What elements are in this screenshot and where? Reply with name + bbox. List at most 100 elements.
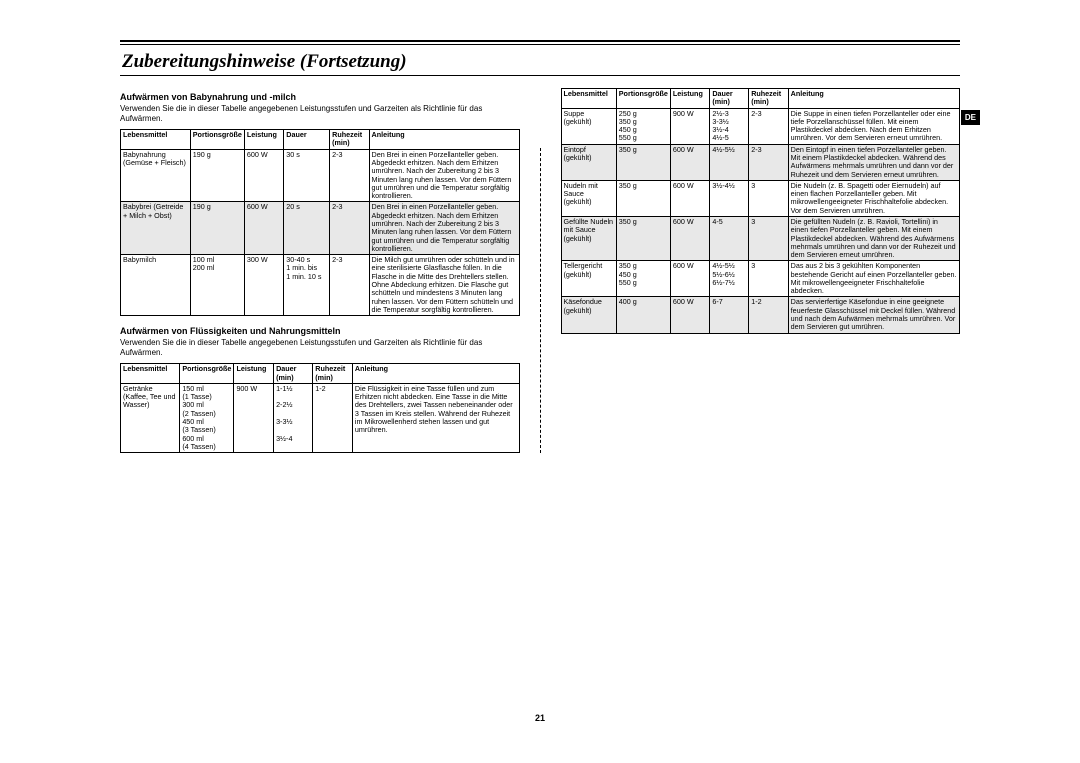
table-cell: 350 g	[616, 216, 670, 260]
left-column: Aufwärmen von Babynahrung und -milch Ver…	[120, 88, 520, 453]
table-row: Suppe (gekühlt)250 g350 g450 g550 g900 W…	[561, 108, 960, 144]
table-header: Portionsgröße	[616, 89, 670, 109]
table-header: Lebensmittel	[121, 364, 180, 384]
rule-top-thin	[120, 44, 960, 45]
table-cell: Nudeln mit Sauce (gekühlt)	[561, 180, 616, 216]
table-liquids: LebensmittelPortionsgrößeLeistungDauer (…	[120, 363, 520, 453]
table-cell: 400 g	[616, 297, 670, 333]
table-header: Dauer (min)	[710, 89, 749, 109]
table-cell: 190 g	[190, 202, 244, 255]
table-cell: 30 s	[284, 149, 330, 202]
table-cell: 100 ml200 ml	[190, 255, 244, 316]
table-header: Lebensmittel	[561, 89, 616, 109]
table-cell: 3	[749, 180, 788, 216]
table-row: Gefüllte Nudeln mit Sauce (gekühlt)350 g…	[561, 216, 960, 260]
table-cell: Tellergericht (gekühlt)	[561, 261, 616, 297]
right-column: LebensmittelPortionsgrößeLeistungDauer (…	[561, 88, 961, 453]
table-cell: Käsefondue (gekühlt)	[561, 297, 616, 333]
table-cell: 4-5	[710, 216, 749, 260]
table-cell: 250 g350 g450 g550 g	[616, 108, 670, 144]
section-a-heading: Aufwärmen von Babynahrung und -milch	[120, 92, 520, 102]
table-cell: 2-3	[330, 202, 369, 255]
table-cell: 20 s	[284, 202, 330, 255]
table-cell: 3	[749, 261, 788, 297]
table-header: Dauer	[284, 130, 330, 150]
table-cell: Die gefüllten Nudeln (z. B. Ravioli, Tor…	[788, 216, 959, 260]
table-cell: 4½-5½	[710, 144, 749, 180]
table-row: Käsefondue (gekühlt)400 g600 W6-71-2Das …	[561, 297, 960, 333]
table-header: Anleitung	[369, 130, 519, 150]
table-cell: 600 W	[670, 261, 709, 297]
table-cell: 1-2	[749, 297, 788, 333]
table-cell: 300 W	[244, 255, 283, 316]
table-row: Babybrei (Getreide + Milch + Obst)190 g6…	[121, 202, 520, 255]
table-cell: Das aus 2 bis 3 gekühlten Komponenten be…	[788, 261, 959, 297]
table-cell: 600 W	[670, 216, 709, 260]
table-header: Anleitung	[788, 89, 959, 109]
table-cell: Die Flüssigkeit in eine Tasse füllen und…	[352, 383, 519, 452]
table-cell: 3	[749, 216, 788, 260]
table-cell: Den Brei in einen Porzellanteller geben.…	[369, 149, 519, 202]
table-cell: Babymilch	[121, 255, 191, 316]
table-header: Ruhezeit (min)	[330, 130, 369, 150]
section-b-heading: Aufwärmen von Flüssigkeiten und Nahrungs…	[120, 326, 520, 336]
section-a-desc: Verwenden Sie die in dieser Tabelle ange…	[120, 104, 520, 123]
rule-top	[120, 40, 960, 42]
table-header: Anleitung	[352, 364, 519, 384]
table-babyfood: LebensmittelPortionsgrößeLeistungDauerRu…	[120, 129, 520, 316]
table-cell: 1-2	[313, 383, 353, 452]
table-cell: 900 W	[234, 383, 274, 452]
rule-under-title	[120, 75, 960, 76]
table-cell: 2-3	[749, 108, 788, 144]
table-cell: 600 W	[244, 202, 283, 255]
table-row: Nudeln mit Sauce (gekühlt)350 g600 W3½-4…	[561, 180, 960, 216]
table-cell: Babybrei (Getreide + Milch + Obst)	[121, 202, 191, 255]
page-number: 21	[0, 713, 1080, 723]
table-header: Ruhezeit (min)	[749, 89, 788, 109]
table-header: Leistung	[234, 364, 274, 384]
table-cell: Das servierfertige Käsefondue in eine ge…	[788, 297, 959, 333]
table-cell: 600 W	[244, 149, 283, 202]
page-title: Zubereitungshinweise (Fortsetzung)	[120, 51, 960, 73]
table-row: Tellergericht (gekühlt)350 g450 g550 g60…	[561, 261, 960, 297]
table-cell: 30-40 s1 min. bis1 min. 10 s	[284, 255, 330, 316]
table-cell: Eintopf (gekühlt)	[561, 144, 616, 180]
table-row: Babynahrung (Gemüse + Fleisch)190 g600 W…	[121, 149, 520, 202]
table-cell: 2½-33-3½3½-44½-5	[710, 108, 749, 144]
table-cell: Den Eintopf in einen tiefen Porzellantel…	[788, 144, 959, 180]
table-header: Leistung	[244, 130, 283, 150]
table-cell: 6-7	[710, 297, 749, 333]
table-cell: Gefüllte Nudeln mit Sauce (gekühlt)	[561, 216, 616, 260]
table-header: Leistung	[670, 89, 709, 109]
table-row: Babymilch100 ml200 ml300 W30-40 s1 min. …	[121, 255, 520, 316]
table-cell: Die Suppe in einen tiefen Porzellantelle…	[788, 108, 959, 144]
table-cell: 900 W	[670, 108, 709, 144]
table-header: Dauer (min)	[274, 364, 313, 384]
table-cell: 350 g	[616, 144, 670, 180]
table-header: Portionsgröße	[190, 130, 244, 150]
table-cell: Die Milch gut umrühren oder schütteln un…	[369, 255, 519, 316]
table-cell: 350 g	[616, 180, 670, 216]
table-cell: 4½-5½5½-6½6½-7½	[710, 261, 749, 297]
table-cell: Die Nudeln (z. B. Spagetti oder Eiernude…	[788, 180, 959, 216]
table-header: Lebensmittel	[121, 130, 191, 150]
table-cell: Suppe (gekühlt)	[561, 108, 616, 144]
table-cell: 150 ml(1 Tasse)300 ml(2 Tassen)450 ml(3 …	[180, 383, 234, 452]
table-cell: Den Brei in einen Porzellanteller geben.…	[369, 202, 519, 255]
table-cell: 600 W	[670, 180, 709, 216]
language-badge: DE	[961, 110, 980, 125]
table-cell: 600 W	[670, 297, 709, 333]
table-cell: 190 g	[190, 149, 244, 202]
section-b-desc: Verwenden Sie die in dieser Tabelle ange…	[120, 338, 520, 357]
table-cell: 350 g450 g550 g	[616, 261, 670, 297]
table-cell: 2-3	[749, 144, 788, 180]
table-cell: 600 W	[670, 144, 709, 180]
table-header: Ruhezeit (min)	[313, 364, 353, 384]
table-cell: 1-1½2-2½3-3½3½-4	[274, 383, 313, 452]
table-cell: Babynahrung (Gemüse + Fleisch)	[121, 149, 191, 202]
table-cell: 2-3	[330, 149, 369, 202]
table-row: Eintopf (gekühlt)350 g600 W4½-5½2-3Den E…	[561, 144, 960, 180]
table-row: Getränke (Kaffee, Tee und Wasser)150 ml(…	[121, 383, 520, 452]
table-foods: LebensmittelPortionsgrößeLeistungDauer (…	[561, 88, 961, 334]
column-separator	[540, 148, 541, 453]
